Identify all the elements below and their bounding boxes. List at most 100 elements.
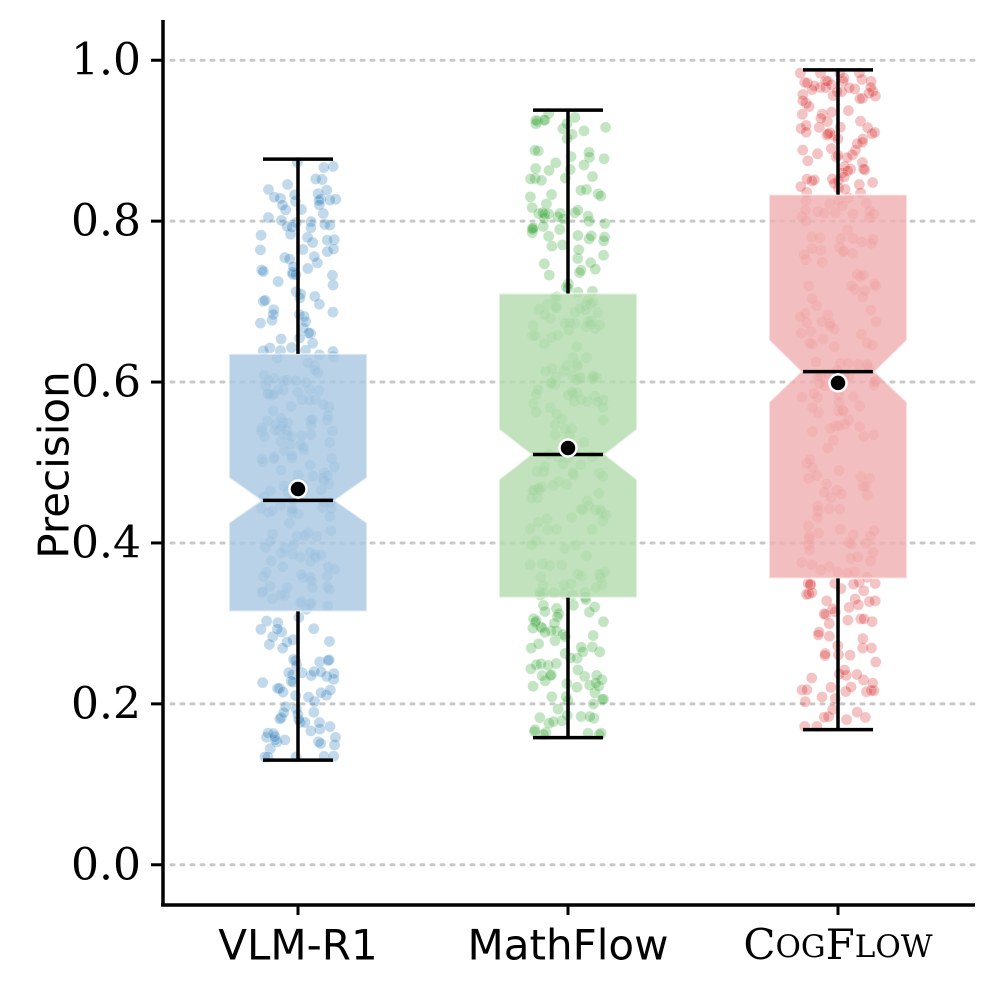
data-point — [543, 717, 555, 730]
data-point — [572, 229, 584, 242]
data-point — [590, 669, 603, 682]
data-point — [328, 739, 341, 751]
data-point — [588, 712, 600, 725]
data-point — [825, 681, 837, 694]
x-tick-label: VLM-R1 — [218, 921, 377, 970]
data-point — [798, 76, 811, 89]
data-point — [857, 585, 870, 597]
data-point — [545, 669, 558, 681]
data-point — [306, 236, 319, 249]
data-point — [801, 77, 814, 89]
data-point — [822, 710, 835, 723]
data-point — [868, 126, 881, 139]
data-point — [866, 176, 879, 189]
data-point — [572, 243, 585, 256]
data-point — [589, 686, 601, 699]
data-point — [305, 669, 317, 682]
data-point — [328, 233, 341, 246]
data-point — [597, 235, 610, 247]
data-point — [256, 676, 269, 689]
data-point — [593, 646, 606, 658]
data-point — [547, 715, 560, 728]
data-point — [813, 121, 826, 134]
data-point — [527, 612, 540, 625]
data-point — [313, 298, 326, 311]
data-point — [271, 736, 283, 748]
data-point — [307, 622, 320, 635]
data-point — [320, 670, 333, 683]
data-point — [821, 129, 833, 141]
data-point — [255, 623, 267, 636]
data-point — [869, 595, 882, 607]
data-point — [284, 228, 297, 240]
data-point — [538, 258, 551, 270]
data-point — [527, 221, 540, 234]
data-point — [552, 703, 564, 715]
data-point — [572, 664, 584, 676]
data-point — [277, 706, 290, 719]
data-point — [819, 649, 831, 662]
data-point — [321, 245, 334, 258]
data-point — [320, 689, 333, 702]
data-point — [323, 635, 336, 648]
data-point — [538, 208, 551, 220]
data-point — [857, 632, 869, 645]
y-tick-label: 0.6 — [71, 357, 141, 408]
data-point — [283, 253, 296, 265]
data-point — [859, 711, 872, 724]
data-point — [554, 207, 567, 220]
data-point — [571, 652, 583, 665]
data-point — [820, 608, 832, 621]
data-point — [573, 266, 586, 279]
data-point — [854, 613, 867, 625]
data-point — [286, 221, 298, 233]
data-point — [571, 681, 583, 694]
data-point — [545, 188, 558, 201]
data-point — [812, 628, 825, 641]
data-point — [575, 184, 587, 197]
y-axis-title: Precision — [30, 371, 79, 558]
data-point — [869, 656, 882, 668]
data-point — [257, 265, 270, 278]
x-tick-label: MathFlow — [468, 921, 669, 970]
data-point — [800, 588, 813, 601]
data-point — [262, 211, 275, 224]
data-point — [869, 90, 882, 102]
data-point — [589, 677, 602, 689]
data-point — [583, 215, 595, 228]
data-point — [312, 735, 325, 748]
data-point — [279, 204, 292, 216]
data-point — [585, 230, 598, 242]
data-point — [534, 711, 546, 724]
data-point — [543, 269, 556, 281]
data-point — [539, 605, 551, 618]
data-point — [797, 94, 809, 107]
data-point — [841, 165, 854, 177]
data-point — [279, 734, 291, 746]
data-point — [823, 617, 836, 630]
data-point — [529, 616, 542, 629]
mean-marker — [558, 438, 578, 458]
data-point — [536, 206, 549, 219]
data-point — [583, 679, 596, 692]
data-point — [575, 264, 587, 276]
data-point — [578, 159, 590, 171]
data-point — [329, 731, 342, 744]
data-point — [327, 243, 340, 255]
data-point — [269, 730, 281, 743]
data-point — [527, 622, 539, 634]
data-point — [595, 190, 607, 202]
data-point — [801, 683, 813, 696]
data-point — [576, 645, 589, 658]
data-point — [572, 204, 584, 217]
x-tick-label-part: C — [743, 920, 775, 969]
data-point — [551, 610, 564, 623]
data-point — [866, 615, 878, 628]
data-point — [820, 595, 833, 607]
data-point — [587, 698, 600, 710]
data-point — [529, 723, 541, 736]
y-tick-label: 0.8 — [71, 196, 141, 247]
data-point — [592, 680, 605, 692]
data-point — [314, 723, 326, 735]
data-point — [266, 314, 278, 327]
